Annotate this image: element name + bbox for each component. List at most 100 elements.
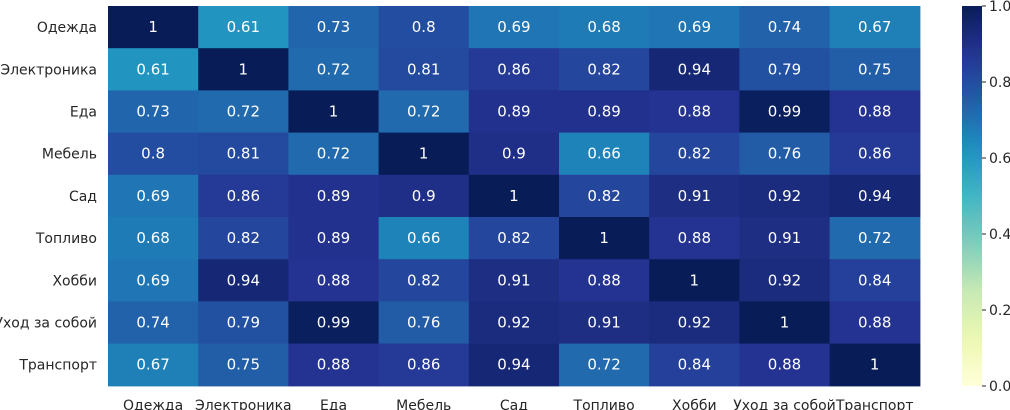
cell-value-label: 0.88	[678, 103, 711, 121]
column-tick-label: Транспорт	[835, 398, 914, 410]
cell-value-label: 0.88	[768, 356, 801, 374]
heatmap-cell	[649, 90, 740, 134]
cell-value-label: 0.88	[587, 271, 620, 289]
row-tick-label: Хобби	[52, 273, 97, 289]
cell-value-label: 0.66	[407, 229, 440, 247]
heatmap-cell	[378, 301, 470, 345]
heatmap-cell	[559, 90, 650, 134]
heatmap-cell	[198, 132, 289, 176]
cell-value-label: 0.73	[136, 103, 169, 121]
heatmap-cell	[378, 217, 470, 260]
cell-value-label: 0.72	[587, 356, 620, 374]
column-tick-label: Еда	[320, 398, 347, 410]
cell-value-label: 0.89	[587, 103, 620, 121]
cell-value-label: 0.61	[136, 60, 169, 78]
cell-value-label: 0.76	[768, 145, 801, 163]
cell-value-label: 0.86	[497, 60, 530, 78]
cell-value-label: 0.72	[317, 60, 350, 78]
cell-value-label: 0.94	[858, 187, 891, 205]
cell-value-label: 0.89	[497, 103, 530, 121]
colorbar	[962, 6, 982, 386]
cell-value-label: 0.68	[587, 18, 620, 36]
cell-value-label: 0.76	[407, 314, 440, 332]
heatmap-cell	[198, 217, 289, 260]
cell-value-label: 0.91	[678, 187, 711, 205]
heatmap-cell	[108, 259, 199, 302]
column-tick-label: Уход за собой	[733, 398, 836, 410]
heatmap-cell	[288, 48, 380, 91]
cell-value-label: 0.9	[502, 145, 526, 163]
cell-value-label: 0.79	[768, 60, 801, 78]
heatmap-cell	[288, 301, 380, 345]
cell-value-label: 0.72	[317, 145, 350, 163]
cell-value-label: 0.75	[858, 60, 891, 78]
cell-value-label: 0.73	[317, 18, 350, 36]
heatmap-cell	[288, 6, 380, 49]
cell-value-label: 0.9	[412, 187, 436, 205]
heatmap-cell	[108, 48, 199, 91]
heatmap-cell	[829, 6, 921, 49]
heatmap-cell	[108, 217, 199, 260]
cell-value-label: 0.69	[136, 187, 169, 205]
row-tick-label: Электроника	[0, 62, 97, 78]
heatmap-cell	[108, 174, 199, 218]
row-tick-label: Мебель	[42, 147, 97, 163]
cell-value-label: 1	[509, 187, 519, 205]
cell-value-label: 0.92	[768, 187, 801, 205]
heatmap-cell	[468, 217, 560, 260]
cell-value-label: 1	[690, 271, 700, 289]
heatmap-cell	[559, 6, 650, 49]
cell-value-label: 0.82	[587, 187, 620, 205]
heatmap-cell	[559, 174, 650, 218]
cell-value-label: 0.82	[678, 145, 711, 163]
cell-value-label: 0.94	[678, 60, 711, 78]
cell-value-label: 0.69	[136, 271, 169, 289]
row-tick-label: Еда	[70, 105, 97, 121]
cell-value-label: 0.88	[317, 356, 350, 374]
heatmap-cell	[829, 217, 921, 260]
heatmap-cell	[198, 90, 289, 134]
heatmap-cell	[739, 217, 831, 260]
heatmap-cell	[198, 343, 289, 387]
heatmap-cell	[108, 132, 199, 176]
cell-value-label: 0.61	[227, 18, 260, 36]
cell-value-label: 1	[419, 145, 429, 163]
cell-value-label: 0.94	[227, 271, 260, 289]
cell-value-label: 0.88	[858, 103, 891, 121]
cell-value-label: 0.72	[407, 103, 440, 121]
cell-value-label: 0.86	[407, 356, 440, 374]
cell-value-label: 0.92	[678, 314, 711, 332]
colorbar-tick-label: 0.6	[989, 151, 1010, 167]
column-tick-label: Мебель	[396, 398, 451, 410]
cell-value-label: 0.92	[768, 271, 801, 289]
heatmap-cell	[468, 132, 560, 176]
cell-value-label: 0.72	[858, 229, 891, 247]
heatmap-cell	[468, 90, 560, 134]
heatmap-cell	[108, 343, 199, 387]
heatmap-cell	[649, 48, 740, 91]
heatmap-cell	[649, 301, 740, 345]
heatmap-cell	[108, 6, 199, 49]
cell-value-label: 0.81	[227, 145, 260, 163]
heatmap-cell	[649, 174, 740, 218]
heatmap-cell	[739, 301, 831, 345]
heatmap-cell	[378, 48, 470, 91]
heatmap-cell	[829, 48, 921, 91]
heatmap-cell	[829, 132, 921, 176]
heatmap-cell	[739, 90, 831, 134]
cell-value-label: 0.68	[136, 229, 169, 247]
cell-value-label: 0.88	[317, 271, 350, 289]
cell-value-label: 0.81	[407, 60, 440, 78]
heatmap-cell	[829, 343, 921, 387]
column-tick-label: Одежда	[123, 398, 183, 410]
cell-value-label: 0.8	[141, 145, 165, 163]
cell-value-label: 0.82	[587, 60, 620, 78]
heatmap-cell	[288, 174, 380, 218]
heatmap-cell	[559, 132, 650, 176]
cell-value-label: 0.88	[678, 229, 711, 247]
row-tick-label: Сад	[69, 189, 97, 205]
heatmap-cell	[829, 90, 921, 134]
cell-value-label: 0.86	[227, 187, 260, 205]
heatmap-cell	[288, 259, 380, 302]
